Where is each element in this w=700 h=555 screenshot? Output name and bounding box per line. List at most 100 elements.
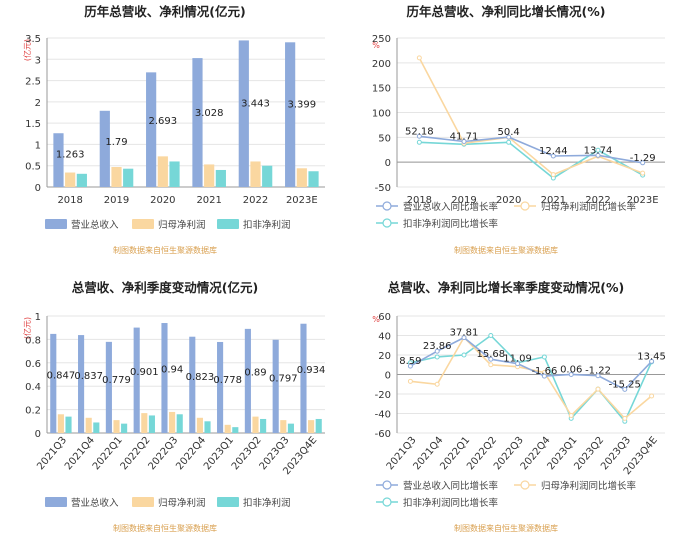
legend-label: 扣非净利润 (243, 497, 291, 509)
x-tick-label: 2018 (57, 195, 82, 206)
bar-扣非净利润 (204, 421, 211, 433)
point-扣非净利润同比增长率 (416, 139, 422, 145)
bar-扣非净利润 (262, 165, 273, 187)
data-label: -15.25 (609, 379, 641, 390)
point-营业总收入同比增长率 (541, 373, 547, 379)
bar-营业总收入 (105, 341, 112, 433)
bar-归母净利润 (250, 161, 261, 187)
point-归母净利润同比增长率 (649, 393, 655, 399)
bar-扣非净利润 (260, 418, 267, 433)
point-营业总收入同比增长率 (622, 386, 628, 392)
data-label: 3.028 (195, 108, 224, 119)
bar-营业总收入 (53, 133, 64, 187)
bar-扣非净利润 (215, 169, 226, 187)
line-营业总收入同比增长率 (419, 135, 643, 164)
quarterly-growth-rate-chart: 总营收、净利同比增长率季度变动情况(%)%-60-40-200204060202… (372, 280, 666, 533)
point-归母净利润同比增长率 (640, 170, 646, 176)
bar-营业总收入 (146, 72, 157, 187)
y-tick-label: 0.5 (25, 162, 41, 173)
annual-growth-rate-chart: 历年总营收、净利同比增长情况(%)% -50 0 50 100 150 200 250 2018… (372, 4, 665, 255)
data-label: 0.847 (47, 370, 76, 381)
bar-归母净利润 (252, 416, 259, 433)
line-营业总收入同比增长率 (410, 336, 653, 391)
y-tick-label: 1 (35, 140, 41, 151)
y-tick-label: -50 (375, 183, 391, 194)
data-label: -1.22 (585, 366, 611, 377)
bar-扣非净利润 (176, 414, 183, 433)
bar-营业总收入 (238, 40, 249, 187)
point-营业总收入同比增长率 (416, 133, 422, 139)
y-tick-label: -60 (375, 429, 391, 440)
point-归母净利润同比增长率 (407, 378, 413, 384)
bar-归母净利润 (113, 420, 120, 433)
data-label: 11.09 (503, 354, 532, 365)
annual-revenue-profit-chart: 历年总营收、净利情况(亿元) (亿元) 0 0.5 1 1.5 2 2.5 3 3.5 2018 20… (22, 4, 325, 255)
legend-marker (382, 201, 392, 211)
point-归母净利润同比增长率 (488, 362, 494, 368)
bar-扣非净利润 (308, 171, 319, 187)
point-营业总收入同比增长率 (568, 371, 574, 377)
bar-营业总收入 (133, 327, 140, 433)
line-扣非净利润同比增长率 (419, 141, 644, 180)
data-label: 0.797 (269, 374, 298, 385)
data-label: 8.59 (399, 356, 421, 367)
bar-归母净利润 (141, 413, 148, 433)
bar-营业总收入 (161, 323, 168, 433)
data-label: 41.71 (450, 131, 479, 142)
point-营业总收入同比增长率 (461, 138, 467, 144)
data-label: 0.934 (297, 365, 326, 376)
data-label: 13.45 (637, 351, 666, 362)
y-tick-label: 1.5 (25, 119, 41, 130)
legend-swatch (217, 497, 239, 507)
y-tick-label: 1 (35, 312, 41, 323)
bar-营业总收入 (189, 336, 196, 433)
bar-扣非净利润 (93, 422, 100, 433)
y-tick-label: 100 (372, 109, 391, 120)
y-tick-label: 0.8 (25, 335, 41, 346)
bar-营业总收入 (192, 58, 203, 187)
legend-marker (382, 497, 392, 507)
x-tick-label: 2018 (407, 195, 432, 206)
point-归母净利润同比增长率 (595, 386, 601, 392)
data-label: 50.4 (498, 127, 520, 138)
quarterly-revenue-profit-chart: 总营收、净利季度变动情况(亿元)(亿元)00.20.40.60.812021Q3… (22, 280, 325, 533)
x-tick-label: 2021 (541, 195, 566, 206)
point-营业总收入同比增长率 (488, 356, 494, 362)
source-note: 制图数据来自恒生聚源数据库 (113, 245, 217, 255)
unit-label: % (372, 315, 380, 324)
bar-归母净利润 (308, 420, 315, 433)
y-tick-label: 2.5 (25, 77, 41, 88)
legend-label: 营业总收入 (71, 497, 119, 509)
data-label: 2.693 (149, 116, 178, 127)
x-tick-label: 2022 (585, 195, 610, 206)
data-label: 23.86 (423, 341, 452, 352)
point-扣非净利润同比增长率 (506, 139, 512, 145)
y-tick-label: -40 (375, 410, 391, 421)
bar-营业总收入 (50, 333, 57, 433)
bar-扣非净利润 (121, 423, 128, 433)
data-label: 0.94 (161, 365, 183, 376)
data-label: 0.837 (74, 371, 103, 382)
data-label: 37.81 (450, 328, 479, 339)
point-营业总收入同比增长率 (506, 134, 512, 140)
point-归母净利润同比增长率 (416, 55, 422, 61)
point-营业总收入同比增长率 (550, 153, 556, 159)
point-营业总收入同比增长率 (595, 373, 601, 379)
legend-label: 营业总收入同比增长率 (403, 201, 499, 213)
data-label: 3.443 (241, 98, 270, 109)
source-note: 制图数据来自恒生聚源数据库 (113, 523, 217, 533)
line-归母净利润同比增长率 (418, 57, 643, 176)
y-tick-label: 60 (378, 312, 391, 323)
point-营业总收入同比增长率 (461, 335, 467, 341)
data-label: -1.29 (630, 153, 656, 164)
legend-marker (382, 218, 392, 228)
y-tick-label: 0 (35, 429, 41, 440)
data-label: 0.779 (102, 375, 131, 386)
bar-营业总收入 (272, 339, 279, 433)
point-归母净利润同比增长率 (434, 381, 440, 387)
point-扣非净利润同比增长率 (541, 354, 547, 360)
chart-title: 总营收、净利季度变动情况(亿元) (72, 280, 258, 295)
bar-扣非净利润 (65, 416, 72, 433)
y-tick-label: 0 (35, 183, 41, 194)
